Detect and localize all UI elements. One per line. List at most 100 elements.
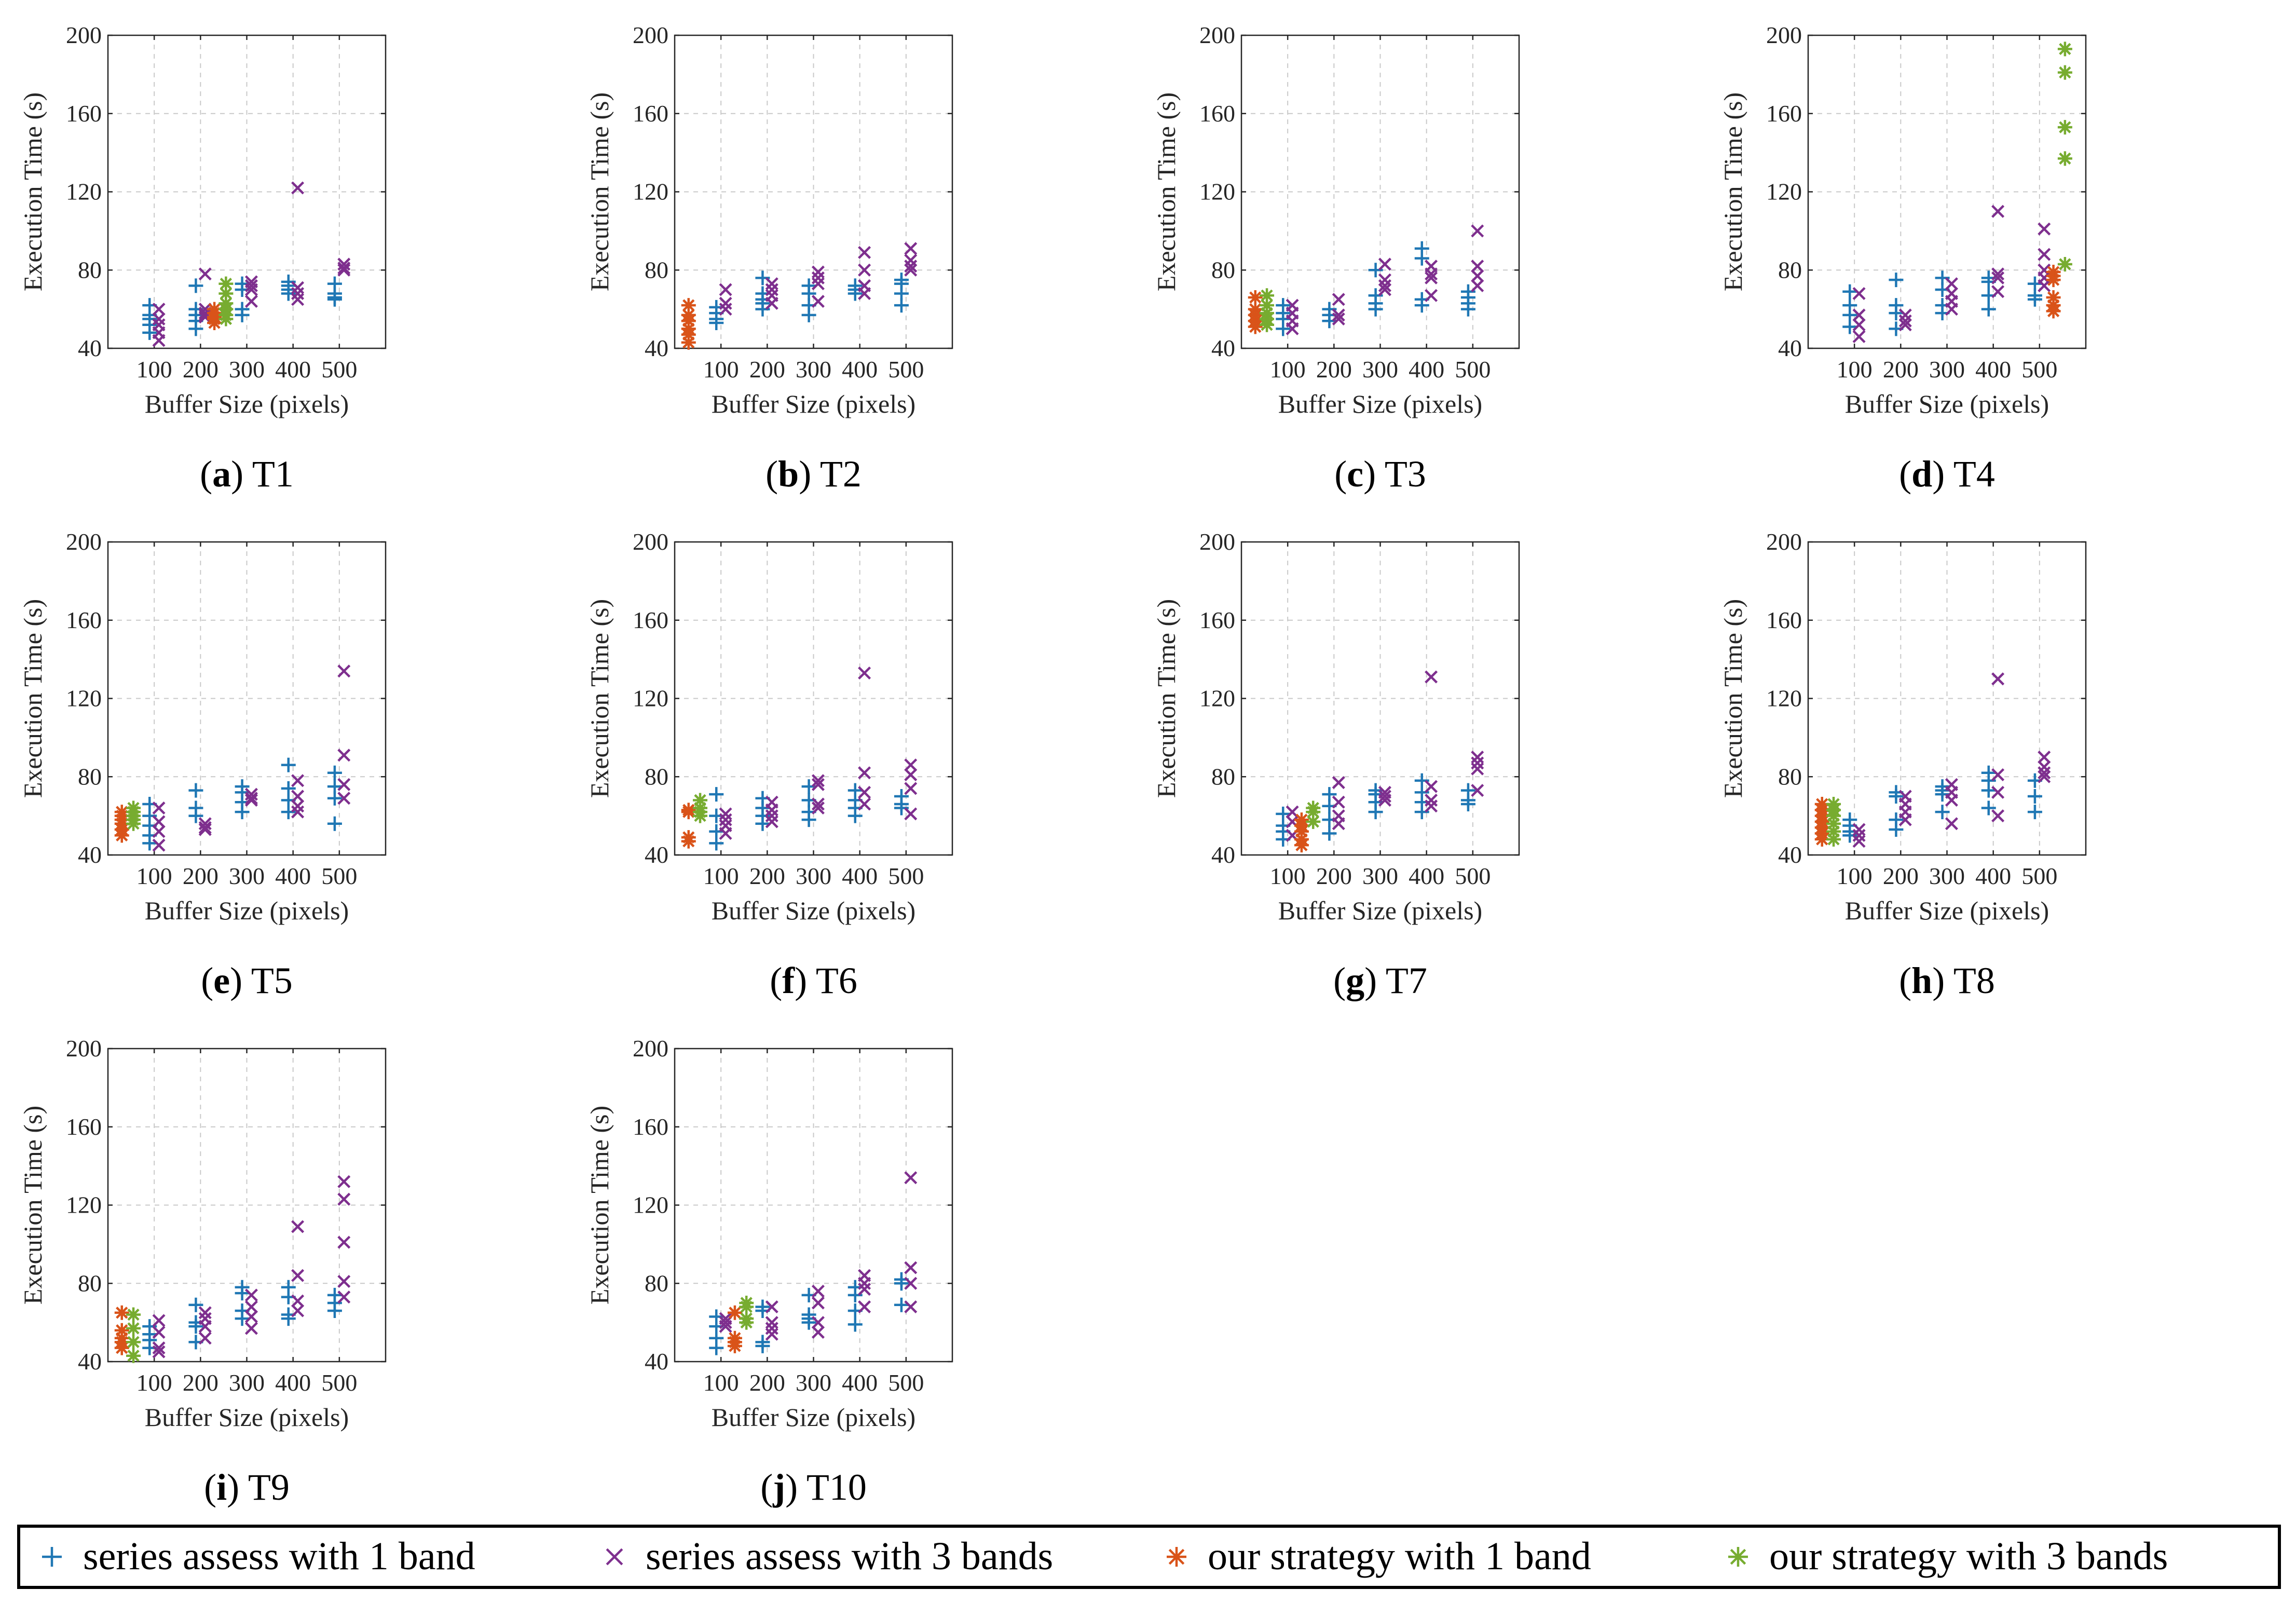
y-tick-label: 160 xyxy=(633,100,668,127)
y-tick-label: 120 xyxy=(66,1192,102,1218)
series-assess-1-band-marker xyxy=(235,1311,250,1326)
series-assess-3-bands-marker xyxy=(1898,318,1912,332)
caption-title: ) T10 xyxy=(785,1466,867,1508)
x-axis-label: Buffer Size (pixels) xyxy=(1845,389,2049,418)
x-tick-label: 100 xyxy=(703,863,739,889)
series-assess-3-bands-marker xyxy=(858,287,871,300)
series-assess-1-band-marker xyxy=(235,307,250,322)
series-assess-3-bands-marker xyxy=(1471,756,1484,770)
our-strategy-3-bands-marker xyxy=(1306,814,1321,829)
series-assess-1-band-marker xyxy=(1889,789,1904,804)
subplot-caption: (e) T5 xyxy=(201,960,293,1001)
series-assess-3-bands-marker xyxy=(719,1320,732,1333)
y-tick-label: 80 xyxy=(645,763,668,790)
series-assess-3-bands-marker xyxy=(1425,799,1438,813)
series-assess-1-band-marker xyxy=(327,765,342,780)
series-o1 xyxy=(1814,797,1829,847)
series-assess-3-bands-marker xyxy=(198,823,212,836)
series-assess-3-bands-marker xyxy=(1945,817,1958,831)
series-assess-3-bands-marker xyxy=(1378,283,1391,296)
our-strategy-1-band-marker xyxy=(1294,838,1309,853)
legend-label: series assess with 1 band xyxy=(83,1534,475,1578)
series-assess-3-bands-marker xyxy=(244,793,258,807)
caption-title: ) T3 xyxy=(1363,453,1426,495)
series-assess-3-bands-marker xyxy=(811,265,825,279)
y-tick-label: 200 xyxy=(66,1035,102,1062)
our-strategy-3-bands-marker xyxy=(126,1348,141,1363)
series-assess-3-bands-marker xyxy=(244,1310,258,1323)
series-assess-3-bands-marker xyxy=(1425,670,1438,684)
series-assess-1-band-marker xyxy=(1276,321,1291,336)
series-s3 xyxy=(152,1175,351,1359)
x-axis-label: Buffer Size (pixels) xyxy=(712,1403,915,1432)
series-assess-1-band-marker xyxy=(1981,302,1996,317)
series-assess-3-bands-marker xyxy=(244,283,258,296)
series-assess-3-bands-marker xyxy=(811,271,825,284)
x-axis-label: Buffer Size (pixels) xyxy=(712,389,915,418)
y-tick-label: 200 xyxy=(633,22,668,48)
caption-paren-open: ( xyxy=(204,1466,216,1508)
x-tick-label: 300 xyxy=(1362,356,1398,383)
y-axis-label: Execution Time (s) xyxy=(1718,92,1747,291)
y-tick-label: 120 xyxy=(1199,179,1235,205)
series-assess-3-bands-marker xyxy=(337,792,351,805)
x-tick-label: 100 xyxy=(1837,863,1873,889)
y-tick-label: 160 xyxy=(633,607,668,633)
subplot-t4: 100 200 300 400 500 40 80 120 160 200 Buffer Size … xyxy=(1718,22,2087,495)
our-strategy-1-band-marker xyxy=(1248,319,1263,334)
series-o3 xyxy=(693,793,708,823)
y-tick-label: 200 xyxy=(633,1035,668,1062)
series-assess-1-band-marker xyxy=(1842,319,1857,334)
our-strategy-1-band-marker xyxy=(681,805,696,820)
our-strategy-3-bands-marker xyxy=(693,793,708,808)
series-assess-3-bands-marker xyxy=(1991,285,2005,298)
our-strategy-3-bands-marker xyxy=(1260,317,1275,332)
series-assess-3-bands-marker xyxy=(244,1300,258,1313)
y-tick-label: 120 xyxy=(1766,179,1802,205)
series-assess-3-bands-marker xyxy=(1852,330,1866,343)
series-assess-3-bands-marker xyxy=(858,785,871,799)
y-tick-label: 40 xyxy=(645,841,668,868)
series-assess-1-band-marker xyxy=(894,1297,909,1312)
y-tick-label: 80 xyxy=(645,256,668,283)
series-assess-3-bands-marker xyxy=(244,1288,258,1302)
series-assess-3-bands-marker xyxy=(2038,248,2051,261)
our-strategy-1-band-marker xyxy=(114,1305,129,1320)
series-assess-3-bands-marker xyxy=(291,774,305,787)
y-tick-label: 120 xyxy=(66,685,102,712)
series-assess-3-bands-marker xyxy=(1991,205,2005,218)
series-o3 xyxy=(126,800,141,831)
y-tick-label: 200 xyxy=(66,528,102,555)
our-strategy-1-band-marker xyxy=(1814,832,1829,847)
x-axis-label: Buffer Size (pixels) xyxy=(145,389,349,418)
series-assess-3-bands-marker xyxy=(719,283,732,296)
caption-letter: a xyxy=(212,453,231,495)
subplot-t8: 100 200 300 400 500 40 80 120 160 200 Buffer Size … xyxy=(1718,528,2087,1001)
series-assess-1-band-marker xyxy=(1889,306,1904,321)
our-strategy-3-bands-marker xyxy=(2057,256,2072,271)
series-assess-3-bands-marker xyxy=(858,263,871,277)
series-assess-3-bands-marker xyxy=(858,1276,871,1290)
x-tick-label: 400 xyxy=(275,863,311,889)
series-assess-3-bands-marker xyxy=(337,1235,351,1249)
y-tick-label: 160 xyxy=(66,100,102,127)
caption-title: ) T7 xyxy=(1364,960,1427,1001)
y-tick-label: 160 xyxy=(1766,607,1802,633)
caption-title: ) T2 xyxy=(799,453,862,495)
x-tick-label: 200 xyxy=(749,356,785,383)
x-tick-label: 400 xyxy=(1975,863,2011,889)
x-tick-label: 200 xyxy=(749,1369,785,1396)
series-assess-3-bands-marker xyxy=(1471,260,1484,273)
caption-letter: c xyxy=(1347,453,1363,495)
x-tick-label: 200 xyxy=(183,863,218,889)
y-tick-label: 200 xyxy=(1766,22,1802,48)
series-assess-3-bands-marker xyxy=(904,1300,918,1313)
series-assess-1-band-marker xyxy=(188,808,203,823)
caption-letter: e xyxy=(213,960,230,1001)
series-assess-3-bands-marker xyxy=(1991,672,2005,686)
series-assess-3-bands-marker xyxy=(291,790,305,803)
series-s1 xyxy=(709,270,909,331)
series-assess-3-bands-marker xyxy=(1471,224,1484,238)
x-tick-label: 100 xyxy=(136,1369,172,1396)
